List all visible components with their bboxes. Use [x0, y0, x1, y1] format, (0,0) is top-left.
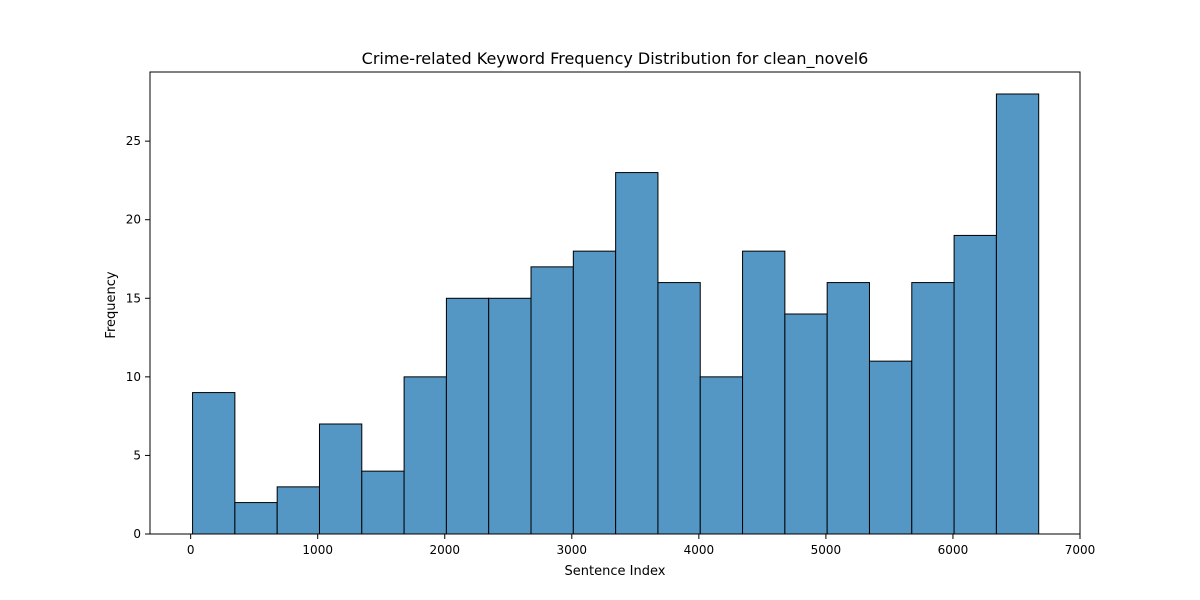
histogram-bar	[784, 313, 828, 535]
histogram-bar	[488, 297, 532, 535]
histogram-bar	[615, 172, 659, 535]
y-tick-label: 20	[126, 213, 141, 227]
histogram-bar	[530, 266, 574, 535]
x-tick-label: 4000	[684, 543, 715, 557]
histogram-bar	[826, 282, 870, 535]
histogram-bars	[192, 93, 1040, 535]
x-tick-label: 1000	[302, 543, 333, 557]
y-axis-ticks: 0 5 10 15 20 25	[126, 134, 150, 541]
y-tick-label: 15	[126, 291, 141, 305]
x-axis-ticks: 0 1000 2000 3000 4000 5000 6000 7000	[187, 534, 1095, 557]
y-tick-label: 0	[133, 527, 141, 541]
x-tick-label: 0	[187, 543, 195, 557]
histogram-bar	[657, 282, 701, 535]
histogram-bar	[953, 234, 997, 535]
chart-title: Crime-related Keyword Frequency Distribu…	[362, 49, 869, 69]
histogram-bar	[868, 360, 913, 535]
x-axis-label: Sentence Index	[565, 564, 666, 579]
y-tick-label: 10	[126, 370, 141, 384]
histogram-bar	[699, 376, 744, 535]
histogram-bar	[995, 93, 1040, 535]
y-tick-label: 5	[133, 448, 141, 462]
histogram-bar	[403, 376, 447, 535]
histogram-bar	[276, 486, 320, 535]
histogram-bar	[318, 423, 363, 535]
x-tick-label: 3000	[557, 543, 588, 557]
histogram-bar	[234, 502, 278, 535]
histogram-bar	[361, 470, 405, 535]
x-tick-label: 5000	[811, 543, 842, 557]
histogram-bar	[572, 250, 617, 535]
y-tick-label: 25	[126, 134, 141, 148]
x-tick-label: 7000	[1065, 543, 1096, 557]
y-axis-label: Frequency	[104, 271, 119, 338]
histogram-bar	[445, 297, 490, 535]
x-tick-label: 6000	[938, 543, 969, 557]
plot-frame	[149, 71, 1081, 535]
x-tick-label: 2000	[429, 543, 460, 557]
histogram-bar	[192, 392, 236, 535]
histogram-bar	[911, 282, 955, 535]
histogram-bar	[742, 250, 786, 535]
